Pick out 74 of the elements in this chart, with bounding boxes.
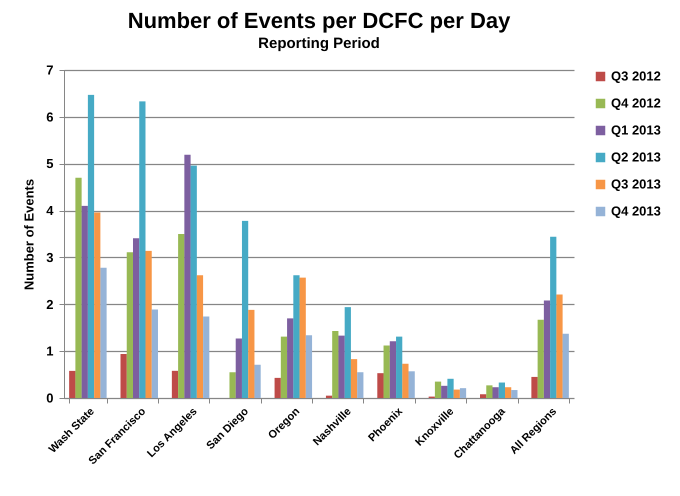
- bar: [480, 394, 486, 398]
- chart-subtitle: Reporting Period: [258, 35, 380, 52]
- bar: [538, 320, 544, 398]
- bar: [248, 310, 254, 398]
- bar: [88, 94, 94, 398]
- bar: [498, 382, 506, 398]
- bar: [332, 330, 338, 398]
- bar: [229, 372, 236, 398]
- bar: [145, 250, 152, 398]
- bar: [447, 378, 454, 398]
- bar: [132, 238, 140, 398]
- y-tick-label: 1: [46, 344, 54, 359]
- bar: [190, 166, 197, 398]
- bar: [242, 220, 248, 398]
- bar: [390, 341, 396, 398]
- bar: [350, 359, 358, 398]
- legend-label: Q2 2013: [611, 150, 661, 164]
- bar: [544, 300, 550, 398]
- legend-label: Q4 2012: [611, 96, 661, 110]
- bar: [152, 309, 158, 398]
- bar: [178, 234, 184, 398]
- chart-title: Number of Events per DCFC per Day: [128, 8, 512, 33]
- bar: [460, 388, 466, 398]
- bar: [357, 372, 364, 398]
- legend-label: Q3 2013: [611, 176, 661, 192]
- bar: [287, 318, 294, 398]
- bar: [384, 346, 390, 398]
- legend-label: Q1 2013: [611, 122, 661, 138]
- bar: [196, 275, 204, 398]
- bar: [434, 382, 442, 398]
- y-tick-label: 7: [46, 62, 54, 78]
- bar: [94, 212, 100, 398]
- y-tick-label: 6: [46, 109, 54, 124]
- y-tick-label: 3: [46, 250, 54, 265]
- bar: [75, 178, 82, 398]
- bar: [184, 154, 191, 398]
- y-tick-label: 2: [46, 296, 54, 312]
- bar: [306, 335, 312, 398]
- legend-label: Q4 2013: [611, 204, 661, 218]
- bar: [556, 294, 563, 398]
- bar: [203, 316, 210, 398]
- bar: [344, 307, 351, 398]
- bar: [454, 390, 460, 398]
- bar: [505, 387, 512, 398]
- y-axis-title: Number of Events: [21, 178, 36, 290]
- bar: [531, 376, 538, 398]
- bar: [408, 371, 415, 398]
- bar: [82, 206, 88, 398]
- bar: [126, 252, 133, 398]
- bar: [139, 101, 146, 398]
- bar: [338, 336, 345, 398]
- y-tick-label: 0: [46, 390, 54, 406]
- bar: [300, 278, 306, 398]
- bar: [254, 364, 261, 398]
- bar: [377, 373, 384, 398]
- bar: [120, 354, 127, 398]
- legend-label: Q3 2012: [611, 68, 661, 84]
- y-tick-label: 5: [46, 156, 54, 172]
- bar: [441, 386, 448, 398]
- bar: [280, 336, 288, 398]
- bar: [172, 370, 178, 398]
- bar: [511, 390, 518, 398]
- bar: [396, 336, 402, 398]
- bar: [562, 334, 569, 398]
- bar: [100, 268, 107, 398]
- bar: [492, 387, 499, 398]
- bar: [236, 338, 242, 398]
- bar: [550, 236, 556, 398]
- bar: [274, 378, 281, 398]
- bar: [402, 364, 409, 398]
- bar: [486, 385, 493, 398]
- y-tick-label: 4: [46, 203, 54, 218]
- bar: [69, 370, 76, 398]
- bar: [293, 275, 300, 398]
